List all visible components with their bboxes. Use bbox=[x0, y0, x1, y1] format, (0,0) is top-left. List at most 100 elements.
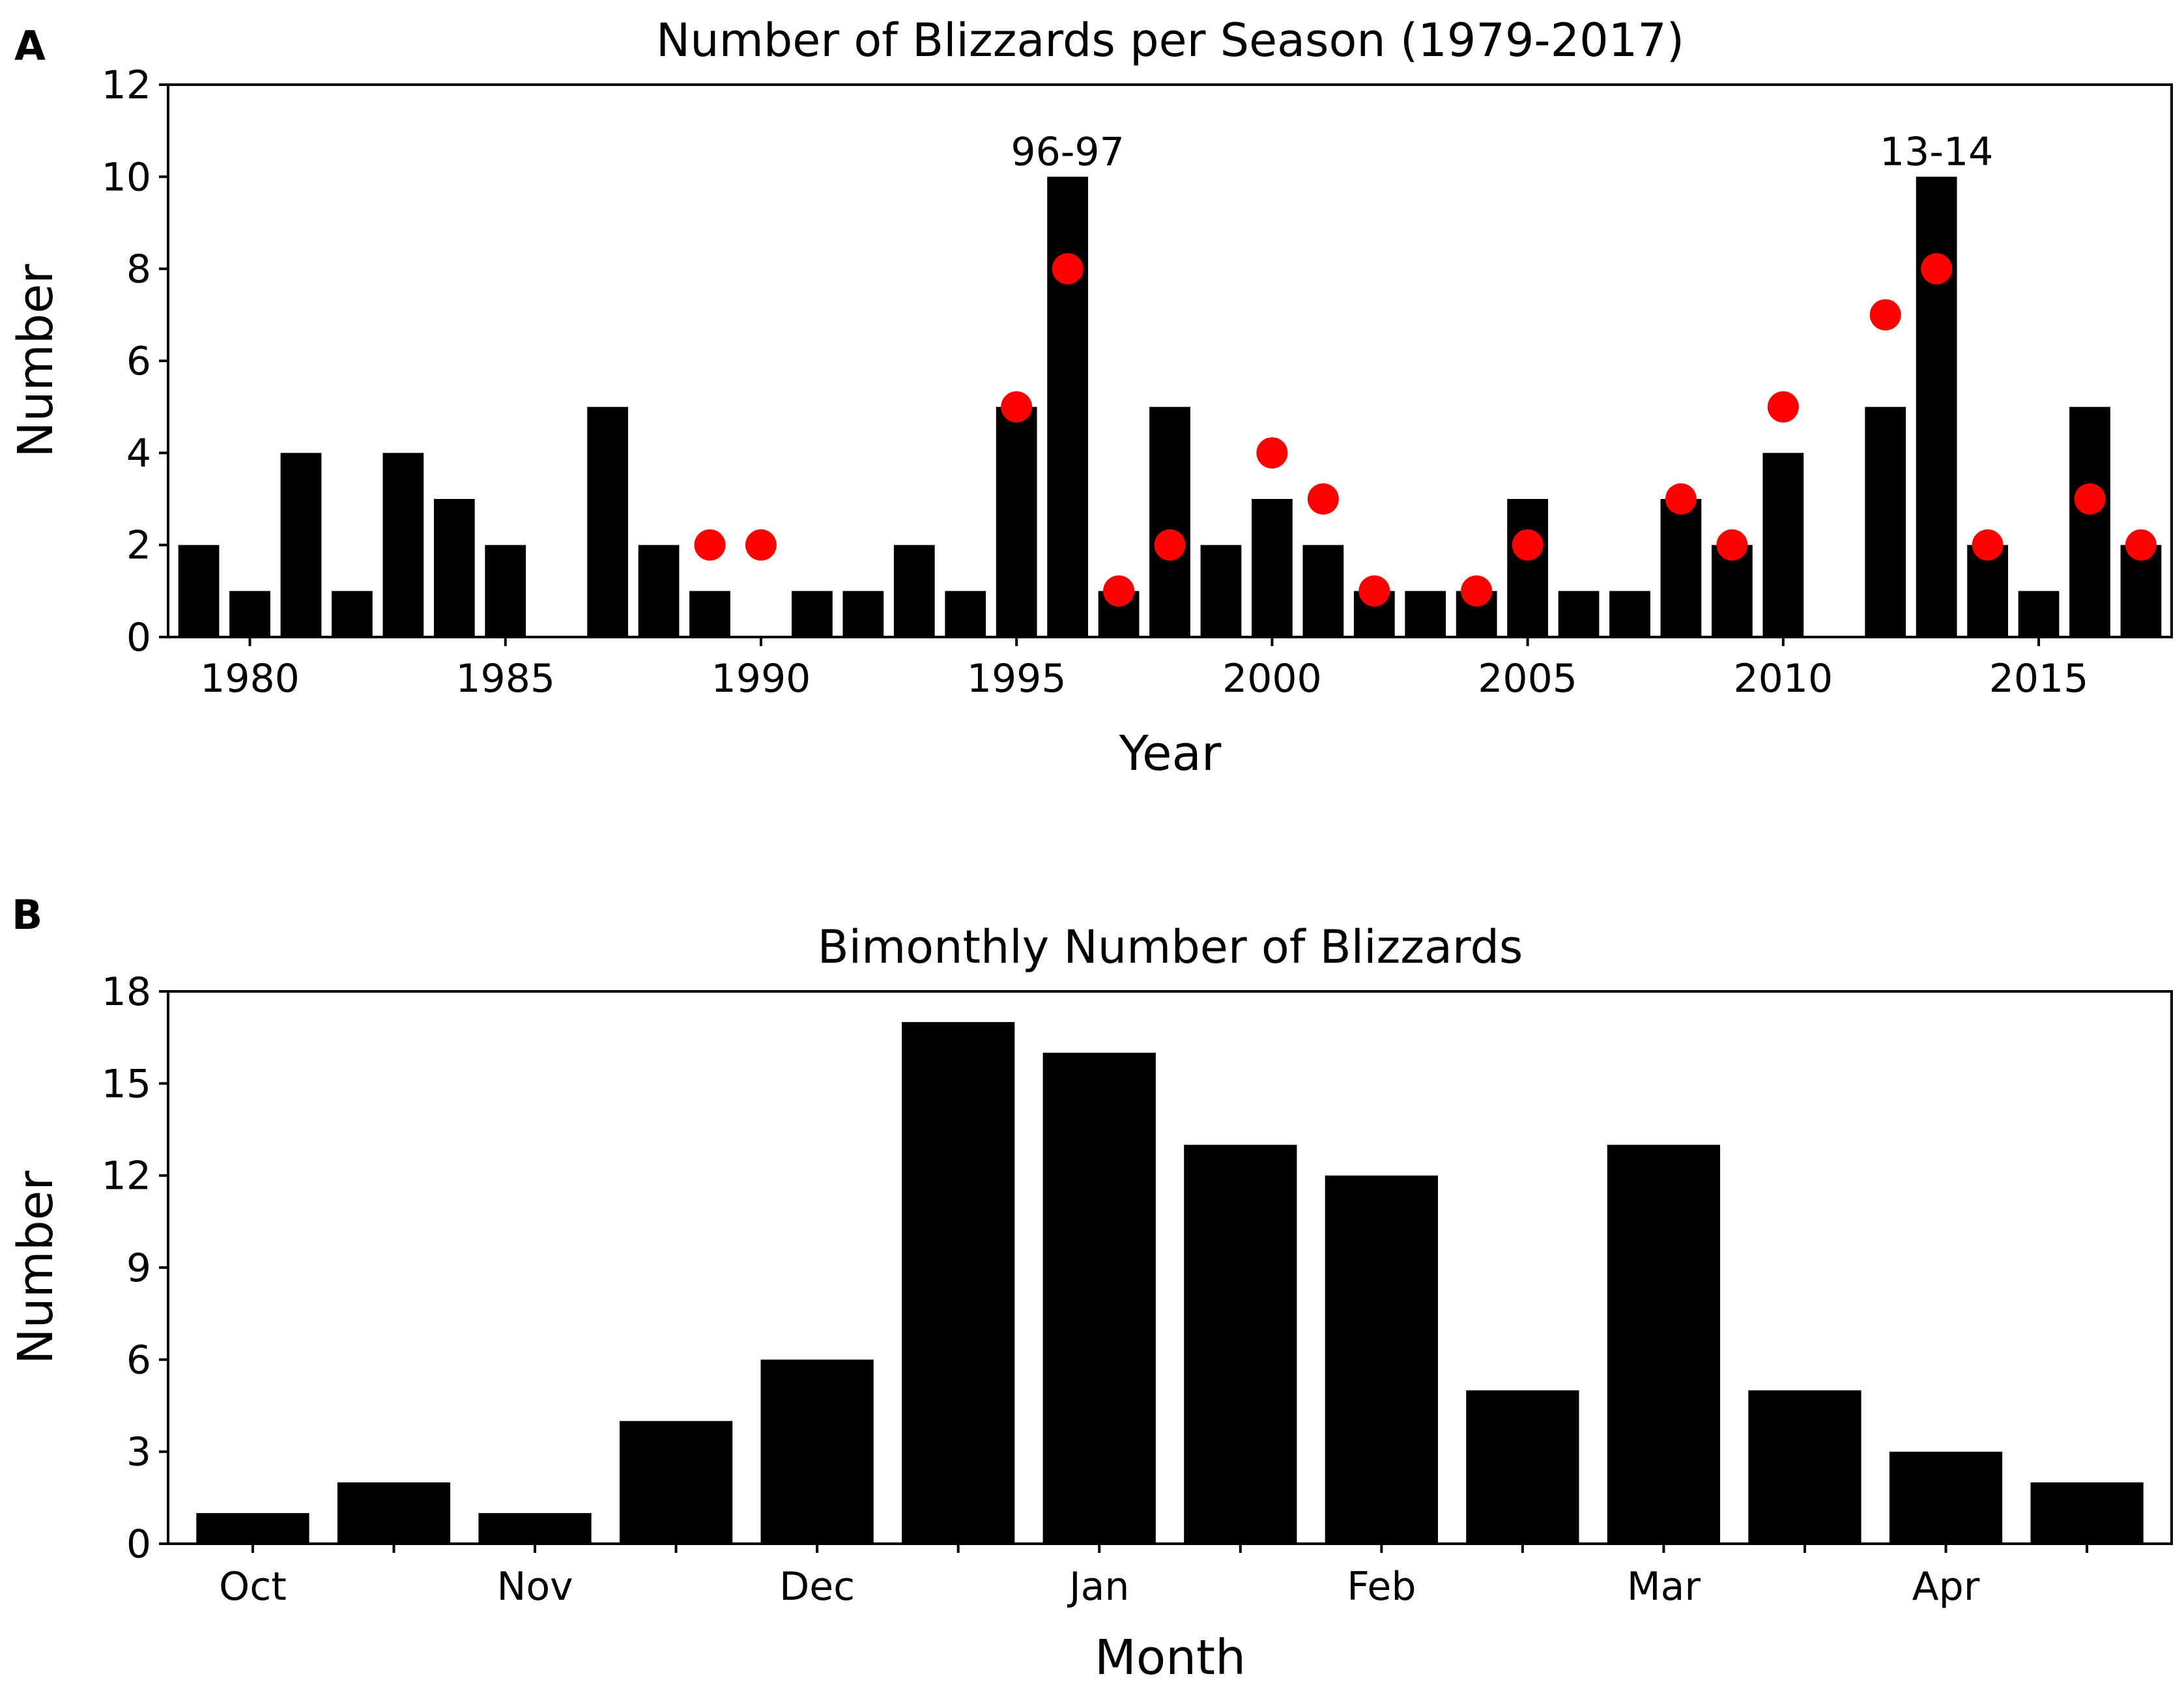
bimonthly-bar-2 bbox=[337, 1482, 451, 1544]
y-tick-label-6: 6 bbox=[126, 339, 151, 384]
dot-2010 bbox=[1767, 391, 1799, 423]
x-tick-label-2015: 2015 bbox=[1989, 656, 2089, 702]
dot-2009 bbox=[1716, 529, 1748, 561]
panel-b-y-ticks: 0 3 6 9 12 15 18 bbox=[102, 969, 168, 1567]
bimonthly-bar-10 bbox=[1466, 1390, 1579, 1544]
bimonthly-bar-7 bbox=[1042, 1053, 1156, 1544]
panel-a: A Number of Blizzards per Season (1979-2… bbox=[8, 14, 2173, 782]
bar-1996 bbox=[1047, 177, 1088, 637]
bimonthly-bar-4 bbox=[619, 1421, 733, 1544]
bar-1992 bbox=[842, 591, 884, 637]
bar-1980 bbox=[229, 591, 270, 637]
panel-a-y-axis-label: Number bbox=[8, 264, 64, 458]
bimonthly-bar-1 bbox=[196, 1512, 309, 1544]
dot-1997 bbox=[1103, 575, 1135, 607]
bar-1994 bbox=[945, 591, 986, 637]
bimonthly-bar-9 bbox=[1325, 1175, 1438, 1544]
x-tick-label-1985: 1985 bbox=[455, 656, 555, 702]
y-tick-label-8: 8 bbox=[126, 247, 151, 292]
annotation-96-97: 96-97 bbox=[1011, 129, 1124, 175]
dot-1989 bbox=[694, 529, 726, 561]
bar-1981 bbox=[280, 453, 322, 637]
dot-2000 bbox=[1256, 437, 1288, 469]
panel-b-bars bbox=[196, 1022, 2144, 1544]
bar-1985 bbox=[485, 545, 526, 637]
dot-2008 bbox=[1665, 483, 1697, 515]
x-tick-label-apr: Apr bbox=[1912, 1564, 1980, 1610]
x-tick-label-nov: Nov bbox=[496, 1564, 573, 1610]
panel-a-y-ticks: 0 2 4 6 8 10 12 bbox=[102, 63, 168, 660]
bar-1984 bbox=[433, 499, 475, 637]
panel-a-letter: A bbox=[14, 22, 46, 70]
panel-b-x-ticks: Oct Nov Dec Jan Feb Mar Apr bbox=[219, 1544, 2089, 1610]
bar-2013 bbox=[1916, 177, 1957, 637]
y-tick-label-2: 2 bbox=[126, 523, 151, 569]
bar-1993 bbox=[893, 545, 935, 637]
dot-2016 bbox=[2074, 483, 2106, 515]
bar-1988 bbox=[638, 545, 680, 637]
dot-2005 bbox=[1512, 529, 1544, 561]
bimonthly-bar-13 bbox=[1889, 1451, 2003, 1544]
dot-2012 bbox=[1869, 299, 1901, 331]
bar-1995 bbox=[996, 406, 1037, 637]
annotation-13-14: 13-14 bbox=[1880, 129, 1993, 175]
dot-1998 bbox=[1154, 529, 1186, 561]
panel-a-title: Number of Blizzards per Season (1979-201… bbox=[656, 14, 1684, 67]
bar-2001 bbox=[1302, 545, 1344, 637]
dot-2002 bbox=[1358, 575, 1390, 607]
bar-1987 bbox=[587, 406, 628, 637]
y-tick-label-12: 12 bbox=[102, 1154, 151, 1199]
panel-a-x-axis-label: Year bbox=[1119, 726, 1222, 782]
dot-2017 bbox=[2125, 529, 2157, 561]
x-tick-label-2010: 2010 bbox=[1733, 656, 1833, 702]
x-tick-label-1995: 1995 bbox=[967, 656, 1067, 702]
bar-1989 bbox=[689, 591, 730, 637]
x-tick-label-jan: Jan bbox=[1067, 1564, 1130, 1610]
panel-a-dots bbox=[694, 253, 2157, 607]
y-tick-label-12: 12 bbox=[102, 63, 151, 108]
y-tick-label-4: 4 bbox=[126, 431, 151, 476]
panel-a-frame bbox=[167, 83, 2173, 638]
bimonthly-bar-14 bbox=[2030, 1482, 2144, 1544]
bar-2007 bbox=[1609, 591, 1650, 637]
bar-2005 bbox=[1507, 499, 1548, 637]
panel-b-letter: B bbox=[12, 891, 42, 939]
bar-1982 bbox=[332, 591, 373, 637]
panel-b-x-axis-label: Month bbox=[1095, 1630, 1246, 1686]
dot-2004 bbox=[1461, 575, 1493, 607]
bar-2003 bbox=[1405, 591, 1446, 637]
bimonthly-bar-5 bbox=[760, 1359, 874, 1544]
x-tick-label-feb: Feb bbox=[1347, 1564, 1416, 1610]
y-tick-label-9: 9 bbox=[126, 1245, 151, 1291]
x-tick-label-dec: Dec bbox=[779, 1564, 855, 1610]
panel-b-y-axis-label: Number bbox=[8, 1171, 64, 1365]
bar-2015 bbox=[2018, 591, 2060, 637]
dot-1990 bbox=[745, 529, 777, 561]
bimonthly-bar-3 bbox=[478, 1512, 592, 1544]
bimonthly-bar-12 bbox=[1748, 1390, 1861, 1544]
panel-b-frame bbox=[167, 990, 2173, 1545]
y-tick-label-18: 18 bbox=[102, 969, 151, 1015]
dot-2013 bbox=[1921, 253, 1953, 285]
dot-1996 bbox=[1052, 253, 1084, 285]
bar-1991 bbox=[792, 591, 833, 637]
bar-1998 bbox=[1149, 406, 1190, 637]
x-tick-label-mar: Mar bbox=[1627, 1564, 1701, 1610]
y-tick-label-15: 15 bbox=[102, 1061, 151, 1107]
bimonthly-bar-8 bbox=[1184, 1144, 1297, 1544]
y-tick-label-6: 6 bbox=[126, 1337, 151, 1383]
x-tick-label-2005: 2005 bbox=[1478, 656, 1577, 702]
bar-2016 bbox=[2069, 406, 2110, 637]
x-tick-label-2000: 2000 bbox=[1222, 656, 1322, 702]
bar-1999 bbox=[1200, 545, 1242, 637]
bar-2006 bbox=[1558, 591, 1600, 637]
bimonthly-bar-6 bbox=[902, 1022, 1015, 1544]
dot-1995 bbox=[1001, 391, 1033, 423]
panel-a-annotations: 96-97 13-14 bbox=[1011, 129, 1993, 175]
bimonthly-bar-11 bbox=[1607, 1144, 1721, 1544]
y-tick-label-10: 10 bbox=[102, 154, 151, 200]
y-tick-label-3: 3 bbox=[126, 1430, 151, 1475]
bar-2010 bbox=[1762, 453, 1804, 637]
dot-2001 bbox=[1307, 483, 1339, 515]
